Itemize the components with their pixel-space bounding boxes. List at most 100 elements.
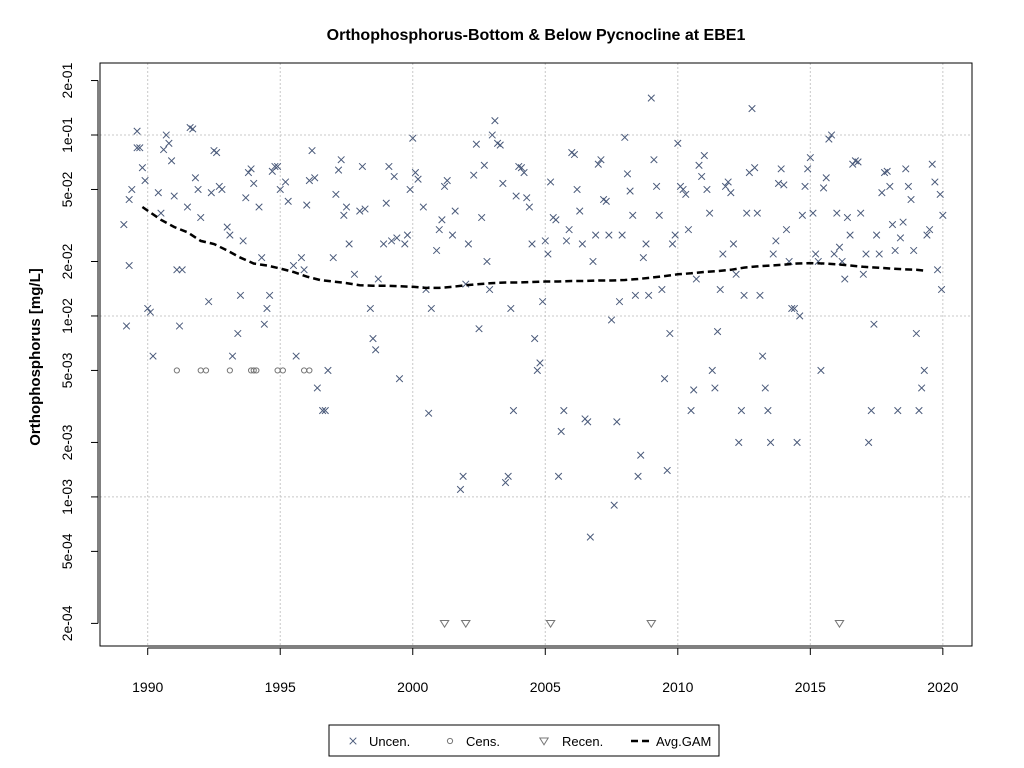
uncensored-point xyxy=(125,195,133,204)
uncensored-point xyxy=(753,209,761,217)
axes: 1990 1995 2000 2005 2010 2015 2020 2e-04 5e-04 1e… xyxy=(59,62,959,695)
uncensored-point xyxy=(517,164,526,172)
uncensored-point xyxy=(894,406,902,415)
censored-point xyxy=(250,367,257,374)
uncensored-point xyxy=(276,185,284,194)
y-axis-label: Orthophosphorus [mg/L] xyxy=(27,268,44,445)
uncensored-point xyxy=(925,225,934,234)
uncensored-point xyxy=(165,139,173,147)
uncensored-point xyxy=(642,240,650,248)
uncensored-point xyxy=(303,201,311,209)
uncensored-point xyxy=(146,308,155,316)
x-tick-label: 2005 xyxy=(530,679,561,695)
legend-symbol xyxy=(446,737,454,745)
uncensored-point xyxy=(329,254,337,262)
uncensored-point xyxy=(613,418,621,426)
uncensored-point xyxy=(488,131,496,139)
uncensored-point xyxy=(438,216,446,224)
uncensored-point xyxy=(910,246,918,255)
uncensored-point xyxy=(740,291,748,299)
uncensored-point xyxy=(311,174,319,182)
uncensored-point xyxy=(284,197,292,205)
uncensored-point xyxy=(369,334,377,343)
legend-label: Uncen. xyxy=(369,734,410,749)
y-tick-label: 1e-02 xyxy=(59,298,75,334)
uncensored-point xyxy=(162,131,170,139)
uncensored-point xyxy=(602,197,610,205)
uncensored-point xyxy=(621,133,629,142)
uncensored-point xyxy=(385,162,393,171)
uncensored-point xyxy=(833,209,841,217)
uncensored-point xyxy=(144,304,152,313)
y-tick-label: 1e-03 xyxy=(59,479,75,515)
uncensored-point xyxy=(790,304,799,313)
uncensored-point xyxy=(713,327,722,336)
series-uncen xyxy=(120,94,947,541)
uncensored-point xyxy=(406,185,414,194)
uncensored-point xyxy=(157,209,165,217)
uncensored-point xyxy=(679,185,687,194)
uncensored-point xyxy=(727,189,735,197)
uncensored-point xyxy=(737,406,746,415)
uncensored-point xyxy=(205,297,213,306)
uncensored-point xyxy=(250,179,258,188)
uncensored-point xyxy=(350,270,359,278)
uncensored-point xyxy=(448,231,457,239)
uncensored-point xyxy=(899,218,907,226)
uncensored-point xyxy=(133,127,141,135)
y-tick-label: 2e-04 xyxy=(59,605,75,641)
uncensored-point xyxy=(843,213,852,222)
uncensored-point xyxy=(732,270,740,278)
legend-item-cens: Cens. xyxy=(446,734,500,749)
uncensored-point xyxy=(822,174,830,182)
y-tick-label: 5e-02 xyxy=(59,171,75,207)
uncensored-point xyxy=(703,185,711,194)
uncensored-point xyxy=(356,207,364,215)
uncensored-point xyxy=(928,160,936,168)
uncensored-point xyxy=(340,211,348,219)
recensored-point xyxy=(439,619,450,629)
series-cens xyxy=(173,367,313,374)
uncensored-point xyxy=(207,189,215,197)
censored-point xyxy=(279,367,286,374)
uncensored-point xyxy=(337,156,345,164)
uncensored-point xyxy=(379,240,388,248)
uncensored-point xyxy=(170,192,178,200)
uncensored-point xyxy=(128,185,136,194)
uncensored-point xyxy=(244,168,253,177)
x-tick-label: 1990 xyxy=(132,679,163,695)
uncensored-point xyxy=(178,266,186,274)
uncensored-point xyxy=(902,165,910,173)
uncensored-point xyxy=(523,194,531,202)
uncensored-point xyxy=(281,178,290,186)
uncensored-point xyxy=(674,139,682,147)
uncensored-point xyxy=(141,176,149,185)
uncensored-point xyxy=(226,231,234,239)
uncensored-point xyxy=(374,275,382,283)
uncensored-point xyxy=(390,172,398,181)
uncensored-point xyxy=(472,140,481,148)
uncensored-point xyxy=(888,220,897,229)
uncensored-point xyxy=(292,352,300,360)
uncensored-point xyxy=(475,325,483,333)
uncensored-point xyxy=(414,175,422,183)
uncensored-point xyxy=(610,501,618,509)
x-tick-label: 2010 xyxy=(662,679,693,695)
uncensored-point xyxy=(149,352,157,360)
uncensored-point xyxy=(809,209,817,217)
y-tick-label: 2e-02 xyxy=(59,243,75,279)
uncensored-point xyxy=(597,156,605,164)
uncensored-point xyxy=(578,240,587,248)
uncensored-point xyxy=(623,170,632,178)
uncensored-point xyxy=(573,185,581,194)
uncensored-point xyxy=(258,254,266,262)
uncensored-point xyxy=(788,304,796,313)
y-tick-label: 2e-03 xyxy=(59,424,75,460)
x-tick-label: 2020 xyxy=(927,679,958,695)
uncensored-point xyxy=(478,213,486,222)
uncensored-point xyxy=(735,438,743,447)
uncensored-point xyxy=(692,275,701,283)
uncensored-point xyxy=(827,131,836,139)
uncensored-point xyxy=(851,157,860,165)
uncensored-point xyxy=(332,190,340,198)
